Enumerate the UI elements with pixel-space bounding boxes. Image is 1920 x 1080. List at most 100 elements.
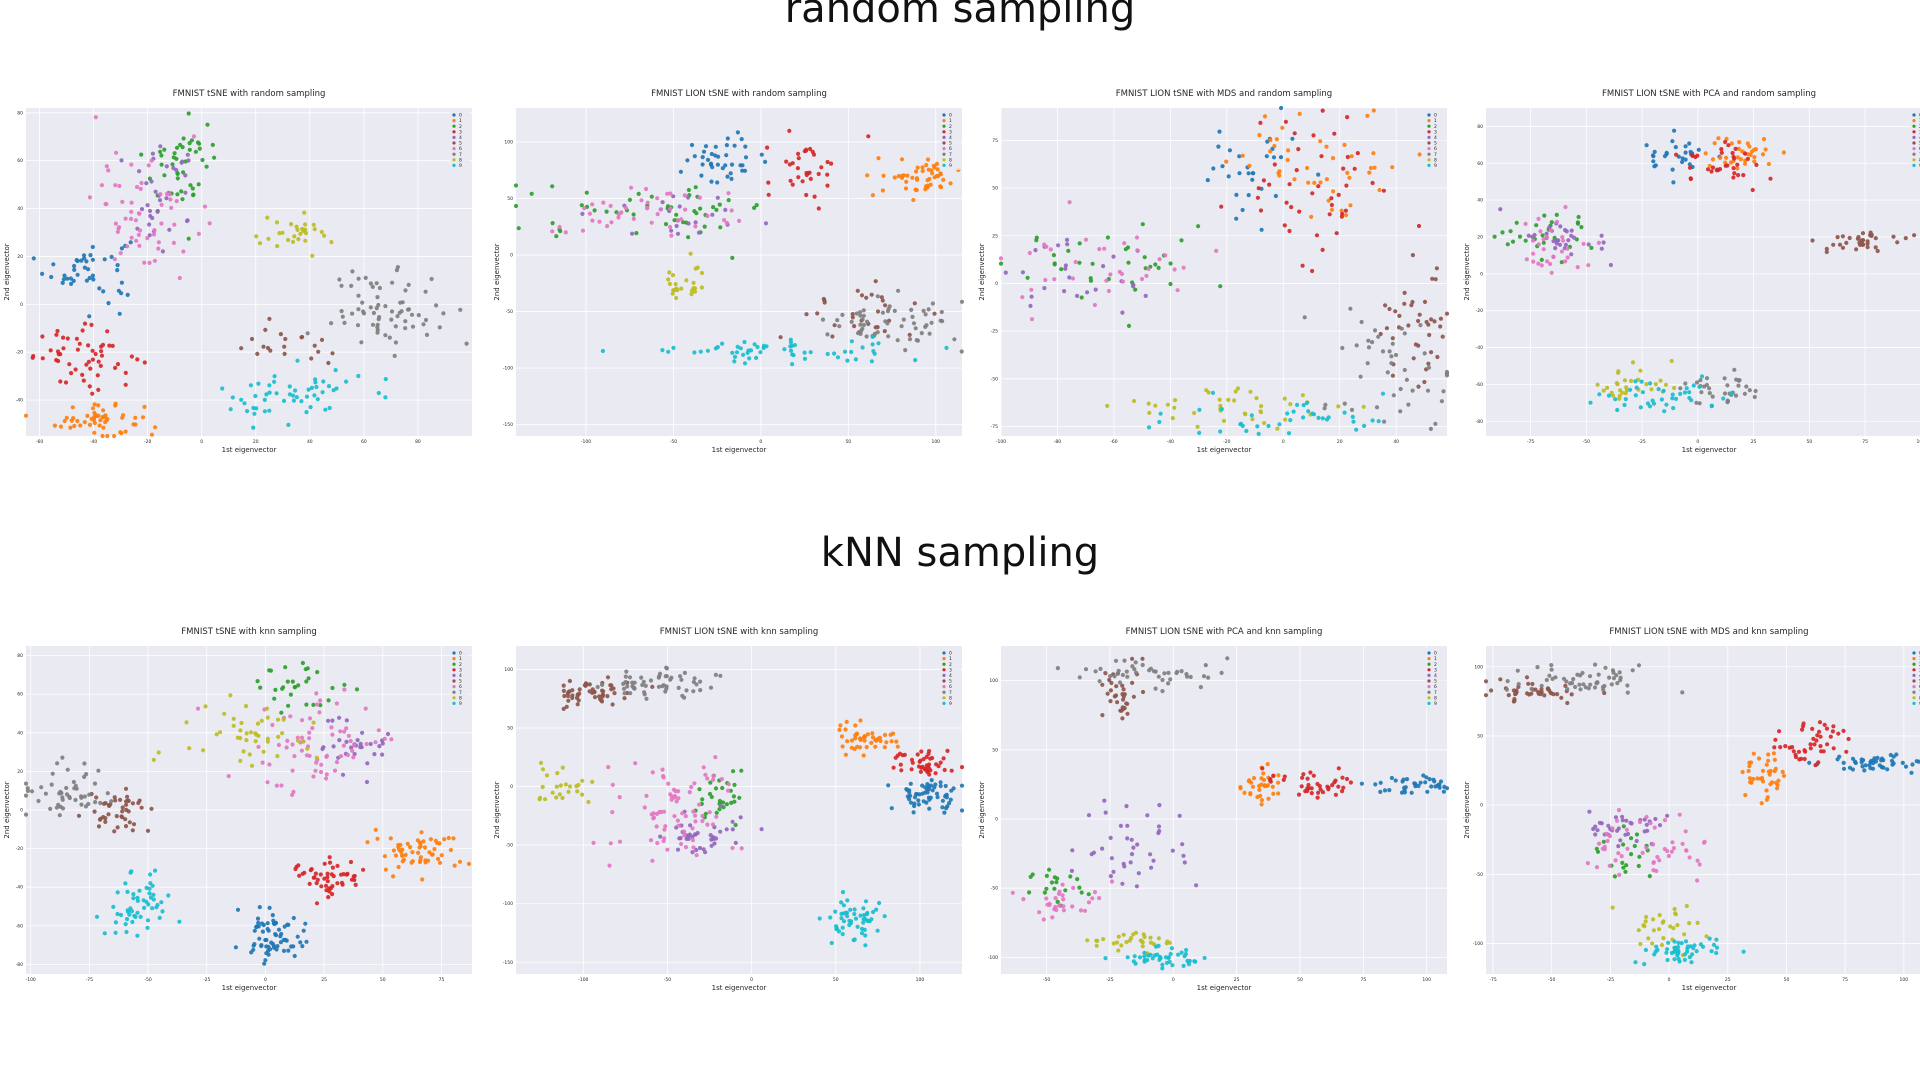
scatter-point [1285,157,1290,163]
scatter-point [377,744,382,749]
scatter-point [84,259,89,264]
scatter-point [63,380,69,385]
scatter-point [840,744,845,749]
scatter-point [1276,773,1281,778]
legend-label: 1 [459,118,462,124]
scatter-point [1441,389,1446,394]
y-tick-label: -20 [16,350,23,356]
scatter-point [1306,782,1311,788]
scatter-point [313,768,318,773]
scatter-point [1810,238,1815,243]
scatter-point [49,782,54,787]
scatter-point [1524,257,1529,262]
scatter-point [812,194,817,199]
scatter-point [75,272,80,277]
scatter-point [1382,419,1387,424]
scatter-point [699,270,705,276]
scatter-point [858,718,863,723]
x-tick-label: 100 [916,977,925,983]
scatter-point [849,319,854,324]
scatter-point [1733,393,1739,398]
scatter-point [1682,390,1688,395]
scatter-point [1840,234,1845,239]
scatter-point [718,829,723,834]
scatter-point [909,767,914,772]
scatter-point [112,795,117,800]
scatter-point [841,903,846,908]
scatter-point [729,176,734,181]
scatter-point [912,795,918,800]
scatter-point [62,418,67,424]
scatter-point [330,865,335,870]
scatter-point [1246,171,1251,176]
scatter-point [680,811,685,816]
scatter-point [1587,809,1592,814]
scatter-point [1115,700,1120,705]
scatter-point [1112,694,1117,699]
scatter-point [1181,265,1186,270]
scatter-point [1815,733,1820,738]
scatter-point [645,200,650,205]
scatter-point [1020,295,1025,300]
scatter-point [1824,246,1829,251]
legend-label: 4 [459,135,462,141]
scatter-point [1615,382,1620,387]
scatter-point [1042,286,1047,291]
scatter-point [97,423,102,428]
scatter-point [1671,180,1676,185]
scatter-point [196,231,201,236]
scatter-point [90,406,96,411]
scatter-point [1772,757,1777,762]
scatter-point [152,228,157,233]
scatter-point [1041,917,1046,922]
scatter-point [859,328,864,333]
scatter-point [1623,391,1628,396]
scatter-point [323,883,329,888]
scatter-point [1541,247,1546,252]
scatter-point [641,679,646,684]
scatter-point [1541,237,1546,242]
scatter-point [202,204,208,209]
scatter-point [1731,154,1736,159]
scatter-point [31,256,36,261]
scatter-point [858,313,863,318]
scatter-point [252,928,257,933]
scatter-point [1568,681,1573,686]
legend-label: 6 [1434,684,1437,690]
scatter-point [1300,393,1305,398]
scatter-point [766,192,771,197]
scatter-point [1684,903,1689,909]
legend-marker [942,147,946,151]
scatter-point [1444,786,1450,791]
scatter-point [133,415,138,420]
scatter-point [1085,938,1090,943]
scatter-point [1322,406,1327,411]
scatter-point [592,695,598,700]
y-axis-label: 2nd eigenvector [3,243,11,300]
scatter-point [265,780,270,785]
legend-label: 2 [949,124,952,130]
scatter-point [387,335,392,340]
scatter-point [113,930,118,935]
scatter-point [612,691,617,696]
scatter-point [368,741,373,747]
x-tick-label: -20 [1223,439,1230,445]
scatter-point [197,141,202,146]
scatter-point [1412,781,1417,786]
y-tick-label: 50 [507,196,513,202]
y-axis-label: 2nd eigenvector [1463,243,1471,300]
scatter-point [592,208,597,213]
scatter-point [1334,231,1339,236]
scatter-point [849,738,855,743]
scatter-point [1376,334,1381,339]
scatter-point [789,343,794,348]
scatter-point [920,168,925,174]
scatter-point [1607,863,1612,868]
scatter-point [1822,722,1827,727]
scatter-point [1281,777,1286,782]
scatter-point [315,397,320,402]
scatter-point [1736,146,1741,151]
scatter-point [667,281,672,287]
scatter-point [1593,662,1598,667]
